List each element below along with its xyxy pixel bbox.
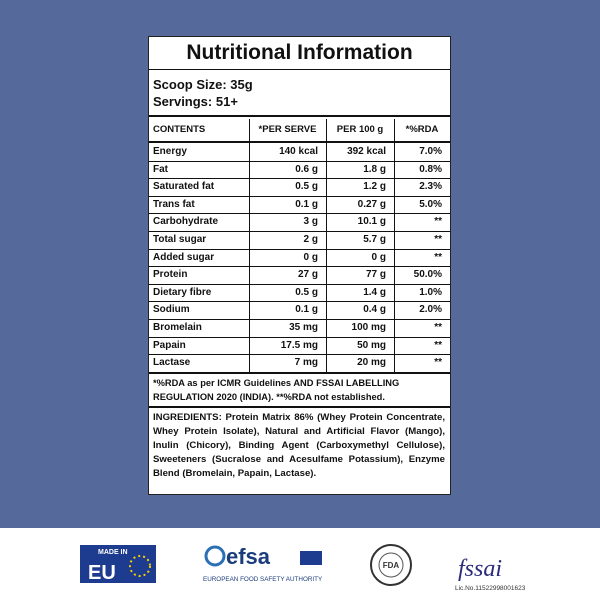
cell: 0.1 g — [295, 198, 318, 210]
cell: Bromelain — [153, 322, 202, 333]
fda-text: FDA — [383, 561, 400, 570]
column-header: PER 100 g — [336, 124, 384, 135]
fda-badge — [370, 544, 412, 586]
cell: 1.2 g — [363, 181, 386, 193]
serving: Servings: 51+ — [153, 94, 238, 109]
cell: 2.0% — [419, 304, 442, 316]
footnote: *%RDA as per ICMR Guidelines AND FSSAI L… — [153, 377, 400, 402]
rule — [149, 405, 450, 408]
cell: 0.6 g — [295, 163, 318, 175]
cell: ** — [434, 357, 442, 369]
title: Nutritional Information — [186, 41, 413, 64]
cell: 1.8 g — [363, 163, 386, 175]
cell: Energy — [153, 146, 187, 157]
cell: 1.0% — [419, 286, 442, 298]
cell: 0.5 g — [295, 181, 318, 193]
nutrition-label: Nutritional Information Scoop Size: 35g Se… — [148, 36, 451, 495]
cell: 0 g — [303, 251, 318, 263]
column-header: *PER SERVE — [258, 124, 317, 135]
eu-text: MADE IN — [98, 549, 128, 556]
cell: 10.1 g — [357, 216, 386, 228]
column-rule — [394, 119, 395, 372]
row-rule — [149, 178, 450, 180]
cell: 5.7 g — [363, 234, 386, 245]
cell: 7.0% — [419, 146, 442, 157]
cell: Papain — [153, 339, 186, 351]
cell: ** — [434, 216, 442, 228]
fssai-license: Lic.No.11522998001623 — [455, 585, 526, 592]
fda-badge — [378, 552, 404, 578]
row-rule — [149, 301, 450, 303]
row-rule — [149, 266, 450, 268]
row-rule — [149, 319, 450, 320]
column-header: CONTENTS — [153, 124, 206, 135]
cell: 1.4 g — [363, 286, 386, 298]
efsa-icon — [204, 545, 226, 567]
serving: Scoop Size: 35g — [153, 77, 253, 92]
cell: 100 mg — [351, 322, 386, 333]
cell: 17.5 mg — [280, 339, 318, 351]
cell: 77 g — [365, 269, 386, 281]
cell: Sodium — [153, 304, 190, 316]
row-rule — [149, 213, 450, 215]
cell: Protein — [153, 269, 188, 281]
cell: Carbohydrate — [153, 216, 219, 228]
row-rule — [149, 336, 450, 338]
eu-text: EU — [88, 562, 116, 584]
ingredients: INGREDIENTS: Protein Matrix 86% (Whey Pr… — [153, 411, 445, 479]
efsa-text: efsa — [226, 544, 271, 569]
column-rule — [326, 119, 327, 372]
cell: 392 kcal — [347, 146, 386, 157]
cell: 0.1 g — [295, 304, 318, 316]
cell: 2 g — [303, 234, 318, 245]
cell: Lactase — [153, 357, 191, 369]
fssai-text: fssai — [458, 556, 502, 582]
cell: 0.4 g — [363, 304, 386, 316]
row-rule — [149, 354, 450, 356]
cell: Fat — [153, 163, 168, 175]
row-rule — [149, 283, 450, 285]
efsa-subtext: EUROPEAN FOOD SAFETY AUTHORITY — [203, 576, 323, 583]
row-rule — [149, 160, 450, 162]
cell: Trans fat — [153, 198, 195, 210]
cell: ** — [434, 339, 442, 351]
cell: 0 g — [371, 251, 386, 263]
cell: 50.0% — [413, 269, 442, 281]
cell: 2.3% — [419, 181, 442, 193]
column-header: *%RDA — [405, 124, 439, 135]
cell: 140 kcal — [279, 146, 318, 157]
rule — [149, 115, 450, 117]
cell: 0.5 g — [295, 286, 318, 298]
column-rule — [249, 119, 250, 372]
cell: ** — [434, 251, 442, 263]
cell: 20 mg — [357, 357, 386, 369]
rule — [149, 371, 450, 374]
cell: 7 mg — [294, 357, 318, 369]
rule — [149, 141, 450, 143]
row-rule — [149, 248, 450, 250]
cell: 50 mg — [357, 339, 386, 351]
cell: ** — [434, 322, 442, 333]
logos: MADE IN EU efsa EUROPEAN FOOD SAFETY AUT… — [80, 544, 526, 592]
cell: 5.0% — [419, 198, 442, 210]
eu-flag — [300, 551, 322, 565]
cell: Saturated fat — [153, 181, 215, 193]
cell: Added sugar — [153, 251, 215, 263]
cell: Dietary fibre — [153, 286, 212, 298]
rule — [149, 69, 450, 70]
eu-logo — [80, 545, 156, 583]
cell: 27 g — [297, 269, 318, 281]
row-rule — [149, 195, 450, 197]
cell: 0.27 g — [357, 198, 386, 210]
cell: 35 mg — [289, 322, 318, 333]
cell: 0.8% — [419, 163, 442, 175]
cell: ** — [434, 234, 442, 245]
row-rule — [149, 231, 450, 232]
cell: 3 g — [303, 216, 318, 228]
cell: Total sugar — [153, 234, 207, 245]
eu-stars — [129, 555, 151, 577]
